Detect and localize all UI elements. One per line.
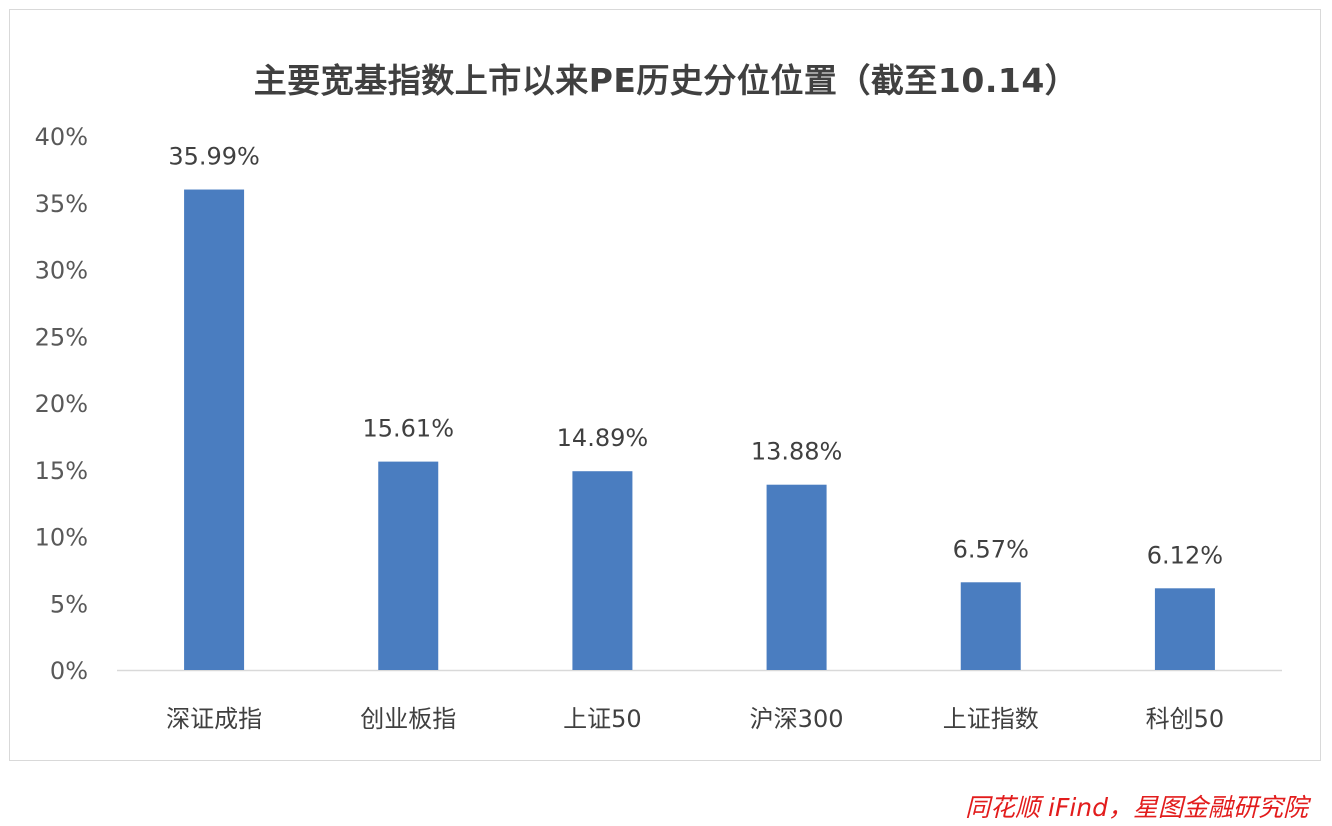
- y-tick-label: 40%: [35, 123, 88, 151]
- bar: [184, 189, 245, 670]
- y-tick-label: 0%: [50, 657, 88, 685]
- bar-value-labels: 35.99% 15.61% 14.89% 13.88% 6.57% 6.12%: [168, 143, 1223, 570]
- x-tick-label: 上证50: [563, 705, 642, 733]
- y-tick-label: 5%: [50, 590, 88, 618]
- bar-value-label: 15.61%: [362, 415, 454, 443]
- y-axis-labels: 0% 5% 10% 15% 20% 25% 30% 35% 40%: [35, 123, 88, 685]
- x-tick-label: 创业板指: [360, 705, 456, 733]
- y-tick-label: 30%: [35, 257, 88, 285]
- bar-value-label: 6.57%: [953, 535, 1029, 563]
- source-note: 同花顺 iFind，星图金融研究院: [965, 793, 1308, 822]
- bar: [572, 471, 633, 670]
- y-tick-label: 20%: [35, 390, 88, 418]
- y-tick-label: 35%: [35, 190, 88, 218]
- bar: [1154, 588, 1215, 670]
- x-tick-label: 深证成指: [166, 705, 262, 733]
- x-tick-label: 科创50: [1146, 705, 1225, 733]
- bar-value-label: 35.99%: [168, 143, 260, 171]
- chart-title: 主要宽基指数上市以来PE历史分位位置（截至10.14）: [253, 61, 1079, 100]
- bar: [766, 484, 827, 670]
- bar: [960, 582, 1021, 670]
- x-tick-label: 沪深300: [750, 705, 844, 733]
- x-axis-labels: 深证成指 创业板指 上证50 沪深300 上证指数 科创50: [166, 705, 1224, 733]
- bar-value-label: 14.89%: [557, 424, 649, 452]
- y-tick-label: 15%: [35, 457, 88, 485]
- bar-value-label: 13.88%: [751, 438, 843, 466]
- bar-value-label: 6.12%: [1147, 541, 1223, 569]
- bars: [184, 189, 1215, 670]
- y-tick-label: 25%: [35, 323, 88, 351]
- x-tick-label: 上证指数: [943, 705, 1039, 733]
- bar: [378, 461, 439, 670]
- y-tick-label: 10%: [35, 524, 88, 552]
